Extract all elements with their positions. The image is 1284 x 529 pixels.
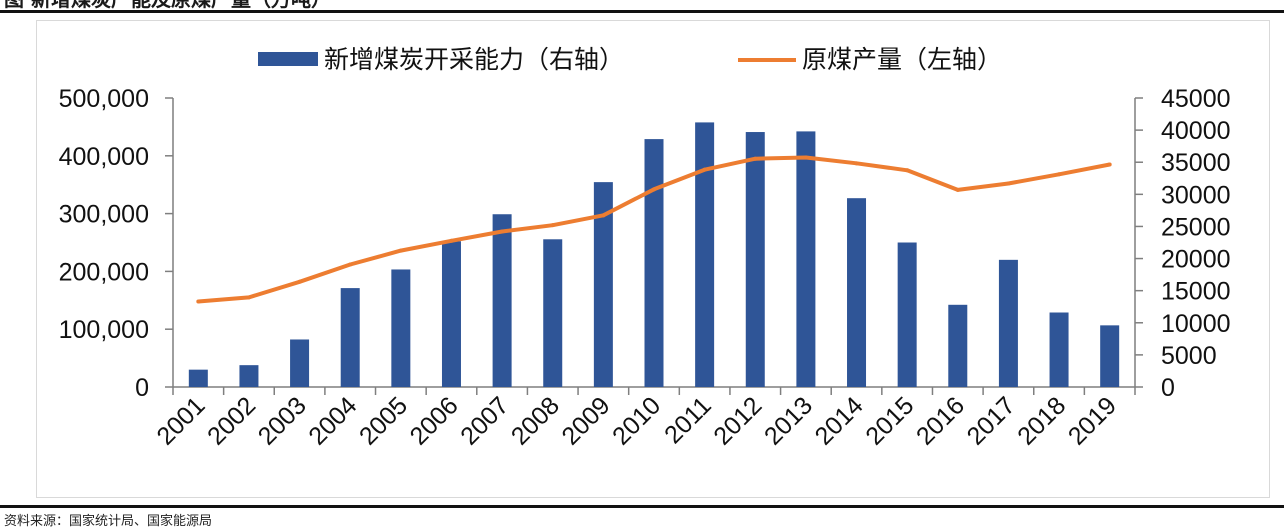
y-right-tick-label: 25000 (1161, 213, 1231, 241)
bar (948, 304, 968, 387)
x-tick-label: 2015 (860, 391, 919, 450)
x-tick-label: 2016 (911, 391, 970, 450)
bar (492, 214, 512, 387)
top-rule (0, 10, 1284, 13)
line-point (601, 213, 606, 218)
line-point (297, 279, 302, 284)
bar (998, 259, 1018, 387)
y-right-tick-label: 40000 (1161, 117, 1231, 145)
line-point (854, 161, 859, 166)
bar (897, 242, 917, 387)
x-tick-label: 2017 (962, 391, 1021, 450)
bar (644, 139, 664, 387)
y-right-tick-label: 0 (1161, 374, 1175, 402)
x-tick-label: 2012 (708, 391, 767, 450)
line-point (652, 187, 656, 192)
line-point (550, 223, 555, 228)
y-left-tick-label: 300,000 (59, 201, 149, 229)
x-tick-label: 2002 (202, 391, 261, 450)
line-point (753, 156, 758, 161)
x-tick-label: 2009 (556, 391, 615, 450)
bar (593, 182, 613, 387)
line-point (1107, 162, 1112, 167)
bar (695, 122, 715, 387)
chart-frame (36, 20, 1270, 498)
x-tick-label: 2008 (506, 391, 565, 450)
y-right-tick-label: 5000 (1161, 342, 1217, 370)
x-tick-label: 2004 (303, 391, 362, 450)
bar (543, 239, 563, 387)
bottom-rule (0, 505, 1284, 508)
y-left-tick-label: 200,000 (59, 258, 149, 286)
y-left-tick-label: 0 (135, 374, 149, 402)
line-point (1057, 172, 1062, 177)
y-left-tick-label: 400,000 (59, 143, 149, 171)
y-right-tick-label: 45000 (1161, 85, 1231, 113)
x-tick-label: 2018 (1012, 391, 1071, 450)
x-tick-label: 2014 (810, 391, 869, 450)
y-right-tick-label: 20000 (1161, 246, 1231, 274)
x-tick-labels: 2001200220032004200520062007200820092010… (151, 391, 1122, 450)
axes: 0 100,000 200,000 300,000 400,000 500,000 0 500… (59, 85, 1231, 402)
bar (441, 241, 461, 387)
bar (847, 198, 867, 387)
line-point (196, 299, 201, 304)
x-tick-label: 2005 (354, 391, 413, 450)
y-right-tick-label: 10000 (1161, 310, 1231, 338)
bar (745, 132, 765, 387)
line-point (1006, 181, 1011, 186)
line-point (500, 229, 505, 234)
y-left-tick-label: 500,000 (59, 85, 149, 113)
line-point (702, 167, 707, 172)
x-tick-label: 2006 (405, 391, 464, 450)
bar (1049, 312, 1069, 387)
y-right-tick-label: 30000 (1161, 181, 1231, 209)
x-tick-label: 2003 (253, 391, 312, 450)
bar (1100, 325, 1120, 387)
line-point (246, 295, 251, 300)
legend-label-line: 原煤产量（左轴） (802, 45, 1002, 74)
line-point (955, 187, 960, 192)
x-tick-label: 2019 (1063, 391, 1122, 450)
bar (340, 288, 360, 387)
x-tick-label: 2007 (455, 391, 514, 450)
legend-swatch-bar (258, 52, 318, 66)
x-tick-label: 2011 (659, 391, 717, 449)
bar (239, 365, 259, 387)
bar-series (188, 122, 1120, 387)
line-series (196, 155, 1112, 304)
bar (290, 339, 310, 387)
source-note: 资料来源：国家统计局、国家能源局 (4, 514, 213, 529)
y-right-tick-label: 35000 (1161, 149, 1231, 177)
x-tick-label: 2010 (607, 391, 666, 450)
bar (188, 369, 208, 387)
line-point (905, 168, 910, 173)
bar (796, 131, 816, 387)
figure-title: 图 新增煤炭产能及原煤产量（万吨） (4, 0, 331, 10)
y-left-tick-label: 100,000 (59, 316, 149, 344)
x-tick-label: 2001 (151, 391, 210, 450)
line-point (398, 248, 403, 253)
x-tick-label: 2013 (759, 391, 818, 450)
line-point (449, 238, 454, 243)
bar (391, 269, 411, 387)
line-point (803, 155, 808, 160)
chart-legend: 新增煤炭开采能力（右轴） 原煤产量（左轴） (258, 45, 1002, 74)
legend-label-bar: 新增煤炭开采能力（右轴） (324, 45, 624, 74)
y-right-tick-label: 15000 (1161, 278, 1231, 306)
line-point (348, 262, 353, 267)
